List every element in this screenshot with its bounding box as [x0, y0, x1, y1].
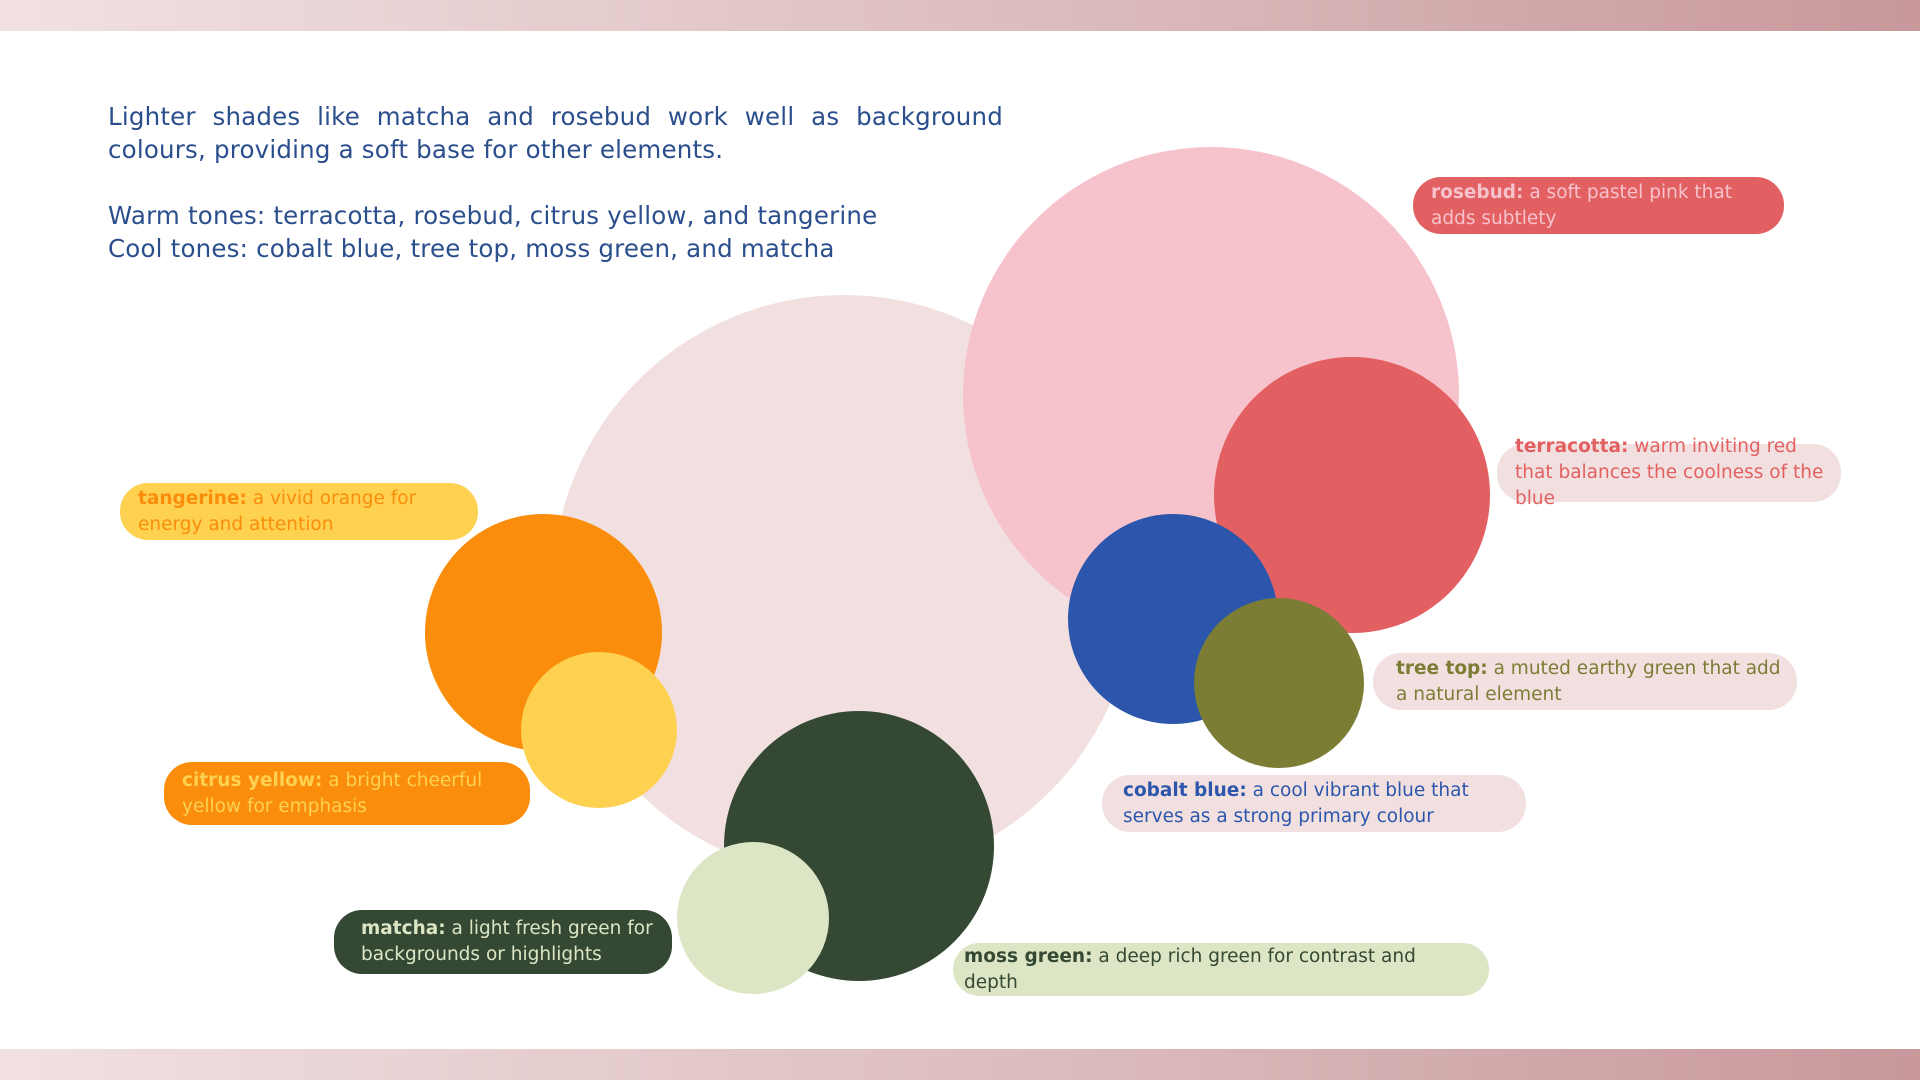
- top-gradient-bar: [0, 0, 1920, 31]
- bottom-gradient-bar: [0, 1049, 1920, 1080]
- cobalt-blue-name: cobalt blue:: [1123, 779, 1247, 801]
- cobalt-blue-label: cobalt blue: a cool vibrant blue that se…: [1102, 775, 1526, 832]
- warm-tones-line: Warm tones: terracotta, rosebud, citrus …: [108, 201, 878, 230]
- terracotta-desc: warm inviting red that balances the cool…: [1515, 436, 1824, 509]
- tangerine-desc: a vivid orange for energy and attention: [138, 487, 417, 535]
- citrus-yellow-circle: [521, 652, 677, 808]
- terracotta-name: terracotta:: [1515, 436, 1629, 457]
- intro-text: Lighter shades like matcha and rosebud w…: [108, 100, 1003, 265]
- matcha-label: matcha: a light fresh green for backgrou…: [334, 910, 672, 974]
- citrus-yellow-name: citrus yellow:: [182, 769, 323, 791]
- cool-tones-line: Cool tones: cobalt blue, tree top, moss …: [108, 234, 835, 263]
- intro-paragraph: Lighter shades like matcha and rosebud w…: [108, 102, 1003, 164]
- matcha-circle: [677, 842, 829, 994]
- citrus-yellow-desc: a bright cheerful yellow for emphasis: [182, 769, 483, 817]
- tree-top-name: tree top:: [1396, 657, 1488, 679]
- terracotta-label: terracotta: warm inviting red that balan…: [1497, 436, 1841, 509]
- moss-green-label: moss green: a deep rich green for contra…: [953, 943, 1489, 996]
- rosebud-name: rosebud:: [1431, 181, 1524, 203]
- tree-top-circle: [1194, 598, 1364, 768]
- tangerine-name: tangerine:: [138, 487, 247, 509]
- cobalt-blue-desc: a cool vibrant blue that serves as a str…: [1123, 779, 1469, 827]
- moss-green-name: moss green:: [964, 945, 1093, 967]
- tangerine-label: tangerine: a vivid orange for energy and…: [120, 483, 478, 540]
- rosebud-label: rosebud: a soft pastel pink that adds su…: [1413, 177, 1784, 234]
- citrus-yellow-label: citrus yellow: a bright cheerful yellow …: [164, 762, 530, 825]
- matcha-name: matcha:: [361, 918, 446, 939]
- rosebud-desc: a soft pastel pink that adds subtlety: [1431, 181, 1732, 229]
- tree-top-desc: a muted earthy green that add a natural …: [1396, 657, 1781, 705]
- matcha-desc: a light fresh green for backgrounds or h…: [361, 918, 653, 965]
- tree-top-label: tree top: a muted earthy green that add …: [1373, 653, 1797, 710]
- moss-green-desc: a deep rich green for contrast and depth: [964, 945, 1416, 993]
